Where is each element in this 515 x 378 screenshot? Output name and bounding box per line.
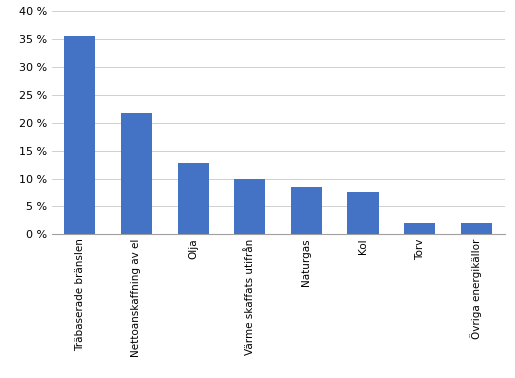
Bar [64,36,95,234]
Bar [461,223,492,234]
Bar [178,163,209,234]
Bar [348,192,379,234]
Bar [291,187,322,234]
Bar [234,179,265,234]
Bar [404,223,435,234]
Bar [121,113,152,234]
